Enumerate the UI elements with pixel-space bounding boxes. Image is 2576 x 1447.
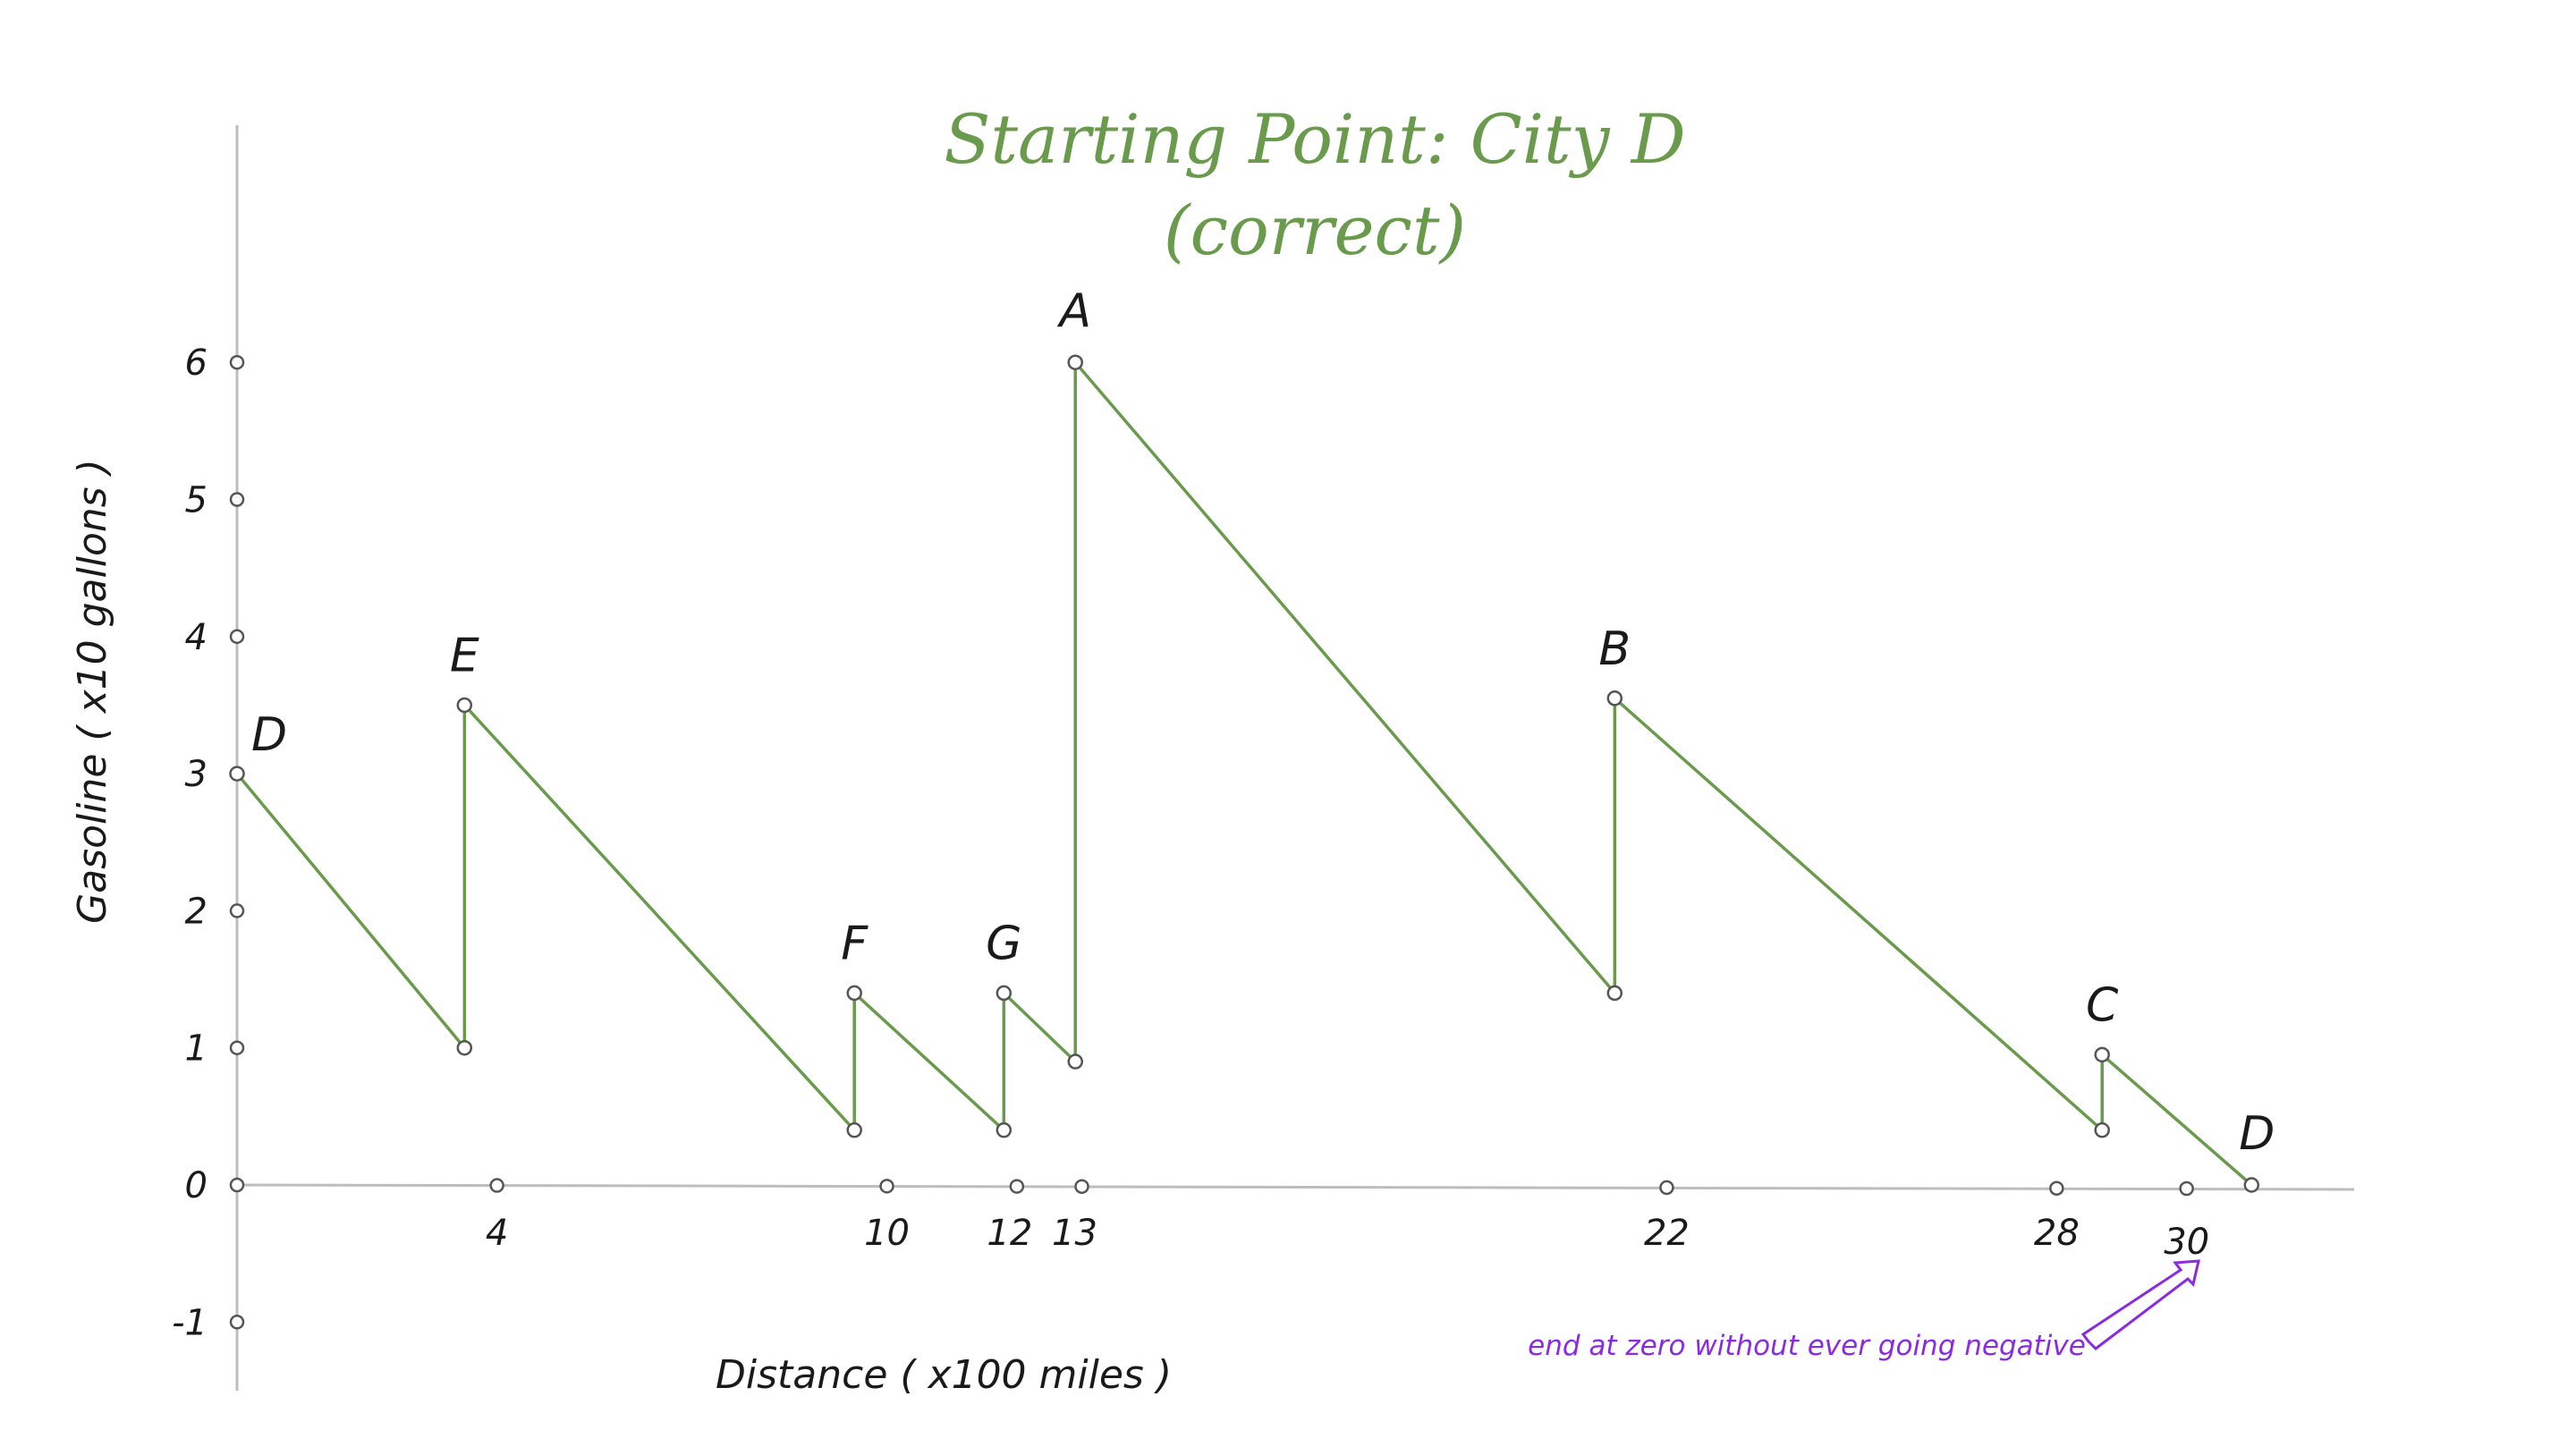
x-axis-line bbox=[236, 1183, 2355, 1191]
city-label: C bbox=[2086, 978, 2119, 1032]
city-label: D bbox=[2239, 1107, 2275, 1161]
data-point bbox=[229, 766, 245, 782]
y-tick-marker bbox=[229, 1040, 245, 1055]
city-label-layer: D E F G A B C D bbox=[251, 284, 2275, 1161]
chart-subtitle: (correct) bbox=[1164, 190, 1466, 270]
x-tick-marker bbox=[1074, 1179, 1089, 1194]
x-tick-marker bbox=[2049, 1180, 2064, 1196]
city-label: F bbox=[841, 917, 869, 970]
data-point bbox=[456, 1039, 473, 1056]
data-point bbox=[846, 1121, 862, 1138]
y-tick-label: 1 bbox=[185, 1028, 208, 1070]
x-tick-marker bbox=[1009, 1179, 1025, 1194]
data-point bbox=[846, 985, 862, 1002]
city-label: D bbox=[251, 708, 287, 762]
x-tick-label: 22 bbox=[1644, 1213, 1690, 1254]
y-tick-label: 5 bbox=[185, 480, 208, 521]
data-point bbox=[456, 697, 473, 714]
y-tick-marker bbox=[229, 492, 245, 507]
x-tick-marker bbox=[879, 1179, 894, 1194]
x-tick-label: 13 bbox=[1052, 1213, 1097, 1254]
data-point bbox=[996, 1121, 1013, 1138]
y-axis-label: Gasoline ( x10 gallons ) bbox=[70, 459, 115, 924]
data-point bbox=[1606, 690, 1623, 707]
data-point bbox=[2243, 1177, 2260, 1193]
data-point bbox=[2094, 1121, 2110, 1138]
series-line bbox=[235, 360, 2253, 1187]
data-point bbox=[1067, 1054, 1083, 1070]
x-tick-label: 30 bbox=[2164, 1222, 2209, 1263]
annotation-arrow-icon bbox=[2080, 1259, 2200, 1350]
y-tick-marker bbox=[229, 354, 245, 370]
series-line-layer bbox=[235, 360, 2253, 1187]
y-tick-label: 0 bbox=[185, 1165, 208, 1206]
y-tick-label: 4 bbox=[185, 617, 208, 658]
city-label: A bbox=[1056, 284, 1091, 338]
annotation-text: end at zero without ever going negative bbox=[1528, 1330, 2086, 1362]
y-tick-marker bbox=[229, 1177, 245, 1193]
y-tick-label: 3 bbox=[185, 754, 208, 795]
x-tick-marker bbox=[1659, 1180, 1674, 1196]
x-axis-label: Distance ( x100 miles ) bbox=[716, 1352, 1172, 1398]
x-tick-label: 12 bbox=[987, 1213, 1032, 1254]
y-tick-label: 6 bbox=[185, 343, 208, 384]
city-label: G bbox=[986, 917, 1021, 970]
data-point bbox=[2094, 1046, 2110, 1063]
city-label: B bbox=[1598, 622, 1631, 676]
x-tick-label: 4 bbox=[486, 1213, 508, 1254]
data-point bbox=[996, 985, 1013, 1002]
data-point-layer bbox=[229, 354, 2260, 1193]
y-tick-marker bbox=[229, 1315, 245, 1330]
x-tick-label: 28 bbox=[2034, 1213, 2080, 1254]
x-tick-label: 10 bbox=[864, 1213, 910, 1254]
y-tick-label: -1 bbox=[172, 1302, 208, 1343]
data-point bbox=[1067, 354, 1083, 370]
city-label: E bbox=[450, 629, 479, 682]
chart-title: Starting Point: City D bbox=[944, 99, 1685, 179]
x-tick-marker bbox=[2179, 1180, 2194, 1197]
y-tick-marker bbox=[229, 903, 245, 918]
x-tick-marker bbox=[489, 1178, 504, 1193]
data-point bbox=[1606, 985, 1623, 1002]
y-tick-label: 2 bbox=[185, 891, 208, 932]
y-tick-marker bbox=[229, 629, 245, 645]
